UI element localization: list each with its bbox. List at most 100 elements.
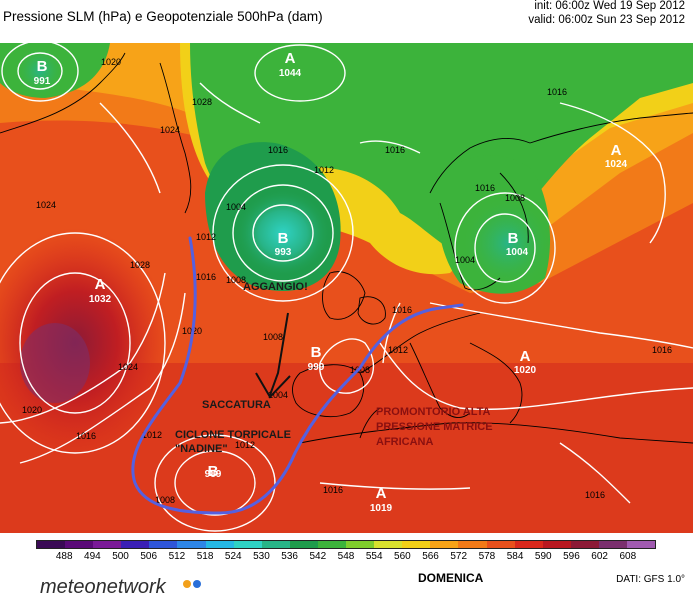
colorbar-swatch bbox=[626, 541, 656, 548]
colorbar-swatch bbox=[514, 541, 543, 548]
isobar-label: 1008 bbox=[505, 193, 525, 203]
high-symbol: A bbox=[376, 485, 387, 502]
logo-dot-icon bbox=[193, 580, 201, 588]
colorbar-swatch bbox=[542, 541, 571, 548]
isobar-label: 1004 bbox=[455, 255, 475, 265]
meteonetwork-logo: meteonetwork bbox=[40, 576, 166, 598]
colorbar-tick-label: 560 bbox=[394, 551, 411, 562]
high-value: 1044 bbox=[279, 68, 302, 79]
forecast-map: 1020 1028 1024 1024 1028 1024 1020 1016 … bbox=[0, 43, 693, 533]
high-value: 1024 bbox=[605, 159, 628, 170]
isobar-label: 1012 bbox=[314, 165, 334, 175]
colorbar-tick-label: 590 bbox=[534, 551, 552, 562]
isobar-label: 1016 bbox=[268, 145, 288, 155]
isobar-label: 1004 bbox=[226, 202, 246, 212]
isobar-label: 1016 bbox=[475, 183, 495, 193]
colorbar-swatch bbox=[570, 541, 599, 548]
colorbar-tick-label: 566 bbox=[422, 551, 439, 562]
colorbar-swatch bbox=[430, 541, 459, 548]
colorbar-tick-label: 548 bbox=[337, 551, 355, 562]
isobar-label: 1016 bbox=[76, 431, 96, 441]
isobar-label: 1016 bbox=[323, 485, 343, 495]
colorbar-tick-label: 524 bbox=[224, 551, 242, 562]
colorbar-swatch bbox=[205, 541, 234, 548]
colorbar-tick-label: 488 bbox=[55, 551, 73, 562]
colorbar-tick-label: 572 bbox=[450, 551, 468, 562]
colorbar-tick-label: 542 bbox=[309, 551, 327, 562]
isobar-label: 1008 bbox=[155, 495, 175, 505]
colorbar-swatch bbox=[177, 541, 206, 548]
isobar-label: 1008 bbox=[226, 275, 246, 285]
colorbar-swatch bbox=[346, 541, 375, 548]
low-value: 999 bbox=[308, 362, 325, 373]
low-value: 991 bbox=[34, 76, 51, 87]
low-symbol: B bbox=[311, 344, 322, 361]
isobar-label: 1016 bbox=[385, 145, 405, 155]
isobar-label: 1016 bbox=[547, 87, 567, 97]
low-value: 1004 bbox=[506, 247, 529, 258]
isobar-label: 1024 bbox=[36, 200, 56, 210]
isobar-label: 1004 bbox=[268, 390, 288, 400]
isobar-label: 1012 bbox=[235, 440, 255, 450]
high-value: 1020 bbox=[514, 365, 537, 376]
isobar-label: 1008 bbox=[263, 332, 283, 342]
colorbar-tick-label: 554 bbox=[365, 551, 383, 562]
isobar-label: 1020 bbox=[101, 57, 121, 67]
isobar-label: 1016 bbox=[585, 490, 605, 500]
colorbar-scale bbox=[36, 540, 656, 549]
arrow-shaft bbox=[269, 312, 289, 396]
high-symbol: A bbox=[611, 142, 622, 159]
colorbar-tick-label: 584 bbox=[506, 551, 524, 562]
logo-dot-icon bbox=[183, 580, 191, 588]
init-time: init: 06:00z Wed 19 Sep 2012 bbox=[534, 0, 685, 12]
low-symbol: B bbox=[508, 230, 519, 247]
isobar-label: 1016 bbox=[392, 305, 412, 315]
colorbar-tick-label: 578 bbox=[478, 551, 496, 562]
low-value: 993 bbox=[275, 247, 292, 258]
isobar-label: 1024 bbox=[160, 125, 180, 135]
low-symbol: B bbox=[37, 58, 48, 75]
low-value: 989 bbox=[205, 469, 222, 480]
chart-title: Pressione SLM (hPa) e Geopotenziale 500h… bbox=[3, 9, 323, 24]
colorbar-swatch bbox=[317, 541, 347, 548]
isobar-label: 1028 bbox=[192, 97, 212, 107]
arrow-head-icon bbox=[255, 372, 291, 399]
colorbar-tick-label: 500 bbox=[112, 551, 129, 562]
isobar-label: 1016 bbox=[196, 272, 216, 282]
colorbar-swatch bbox=[37, 541, 66, 548]
colorbar-tick-label: 602 bbox=[591, 551, 608, 562]
isobar-label: 1028 bbox=[130, 260, 150, 270]
colorbar: 488 494 500 506 512 518 524 530 536 542 548 554 560 5… bbox=[36, 540, 656, 563]
valid-time: valid: 06:00z Sun 23 Sep 2012 bbox=[528, 14, 685, 26]
colorbar-tick-label: 596 bbox=[563, 551, 580, 562]
isobar-label: 1012 bbox=[142, 430, 162, 440]
colorbar-swatch bbox=[93, 541, 122, 548]
colorbar-swatch bbox=[458, 541, 487, 548]
annotation-promontorio: PROMONTORIO ALTA PRESSIONE MATRICE AFRIC… bbox=[376, 406, 493, 448]
colorbar-swatch bbox=[598, 541, 627, 548]
isobar-label: 1012 bbox=[196, 232, 216, 242]
colorbar-tick-label: 608 bbox=[619, 551, 637, 562]
colorbar-ticks: 488 494 500 506 512 518 524 530 536 542 548 554 560 5… bbox=[36, 549, 656, 563]
trough-outline bbox=[131, 236, 464, 515]
high-symbol: A bbox=[520, 348, 531, 365]
colorbar-tick-label: 512 bbox=[168, 551, 186, 562]
isobar-label: 1012 bbox=[388, 345, 408, 355]
colorbar-tick-label: 530 bbox=[253, 551, 270, 562]
annotation-ciclone: CICLONE TORPICALE "NADINE" bbox=[175, 429, 291, 455]
high-symbol: A bbox=[285, 50, 296, 67]
annotation-aggancio: AGGANGIO! bbox=[243, 281, 308, 293]
colorbar-tick-label: 518 bbox=[196, 551, 214, 562]
high-value: 1032 bbox=[89, 294, 112, 305]
colorbar-swatch bbox=[121, 541, 150, 548]
colorbar-swatch bbox=[374, 541, 403, 548]
coastlines bbox=[0, 52, 693, 444]
low-symbol: B bbox=[278, 230, 289, 247]
colorbar-swatch bbox=[65, 541, 94, 548]
colorbar-tick-label: 494 bbox=[84, 551, 101, 562]
colorbar-swatch bbox=[289, 541, 318, 548]
low-symbol: B bbox=[208, 463, 219, 480]
high-value: 1019 bbox=[370, 503, 393, 514]
colorbar-tick-label: 536 bbox=[281, 551, 298, 562]
colorbar-swatch bbox=[233, 541, 262, 548]
